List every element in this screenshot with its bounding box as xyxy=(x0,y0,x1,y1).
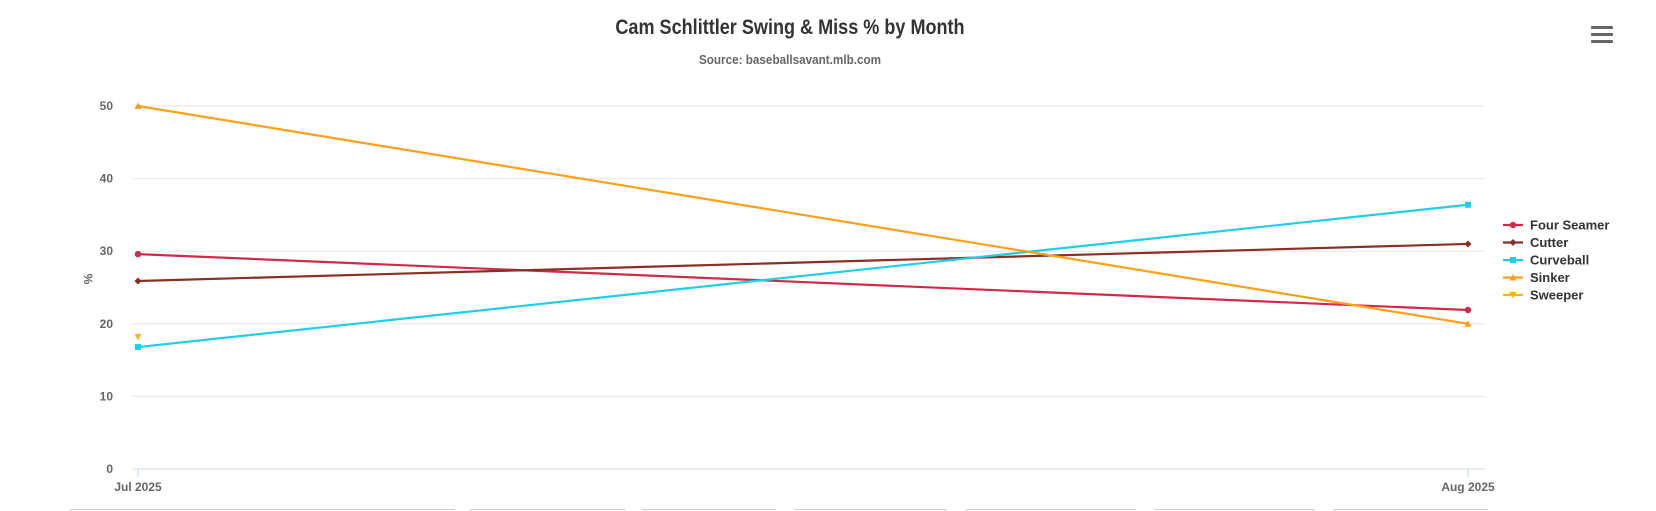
legend-label: Sweeper xyxy=(1530,288,1583,303)
scroll-bars xyxy=(0,509,1656,511)
y-tick-label: 50 xyxy=(100,99,114,113)
legend-marker xyxy=(1509,292,1517,299)
menu-bar xyxy=(1591,26,1613,29)
legend-label: Sinker xyxy=(1530,270,1570,285)
legend-label: Four Seamer xyxy=(1530,218,1609,233)
legend-marker xyxy=(1509,274,1517,281)
data-point xyxy=(134,102,142,109)
data-point xyxy=(1465,201,1471,208)
legend-label: Cutter xyxy=(1530,235,1568,250)
y-axis-label: % xyxy=(81,274,95,285)
x-tick-label: Aug 2025 xyxy=(1441,480,1495,494)
data-point xyxy=(134,277,142,285)
series-line xyxy=(136,203,1470,349)
legend-marker xyxy=(1510,257,1516,263)
data-point xyxy=(1464,306,1472,314)
data-point xyxy=(135,344,141,351)
legend-label: Curveball xyxy=(1530,253,1589,268)
legend-marker xyxy=(1509,221,1517,229)
series-line xyxy=(136,253,1470,312)
y-tick-label: 10 xyxy=(100,389,114,403)
series-line xyxy=(136,104,1470,325)
data-point xyxy=(134,333,142,341)
line-chart: 0 10 20 30 40 50 Jul 2025 Aug 2025% Four Seamer C… xyxy=(81,99,1609,494)
y-tick-label: 40 xyxy=(100,172,114,186)
hamburger-menu-icon[interactable] xyxy=(1591,26,1613,46)
data-point xyxy=(1464,240,1472,248)
data-point xyxy=(1464,320,1472,327)
y-tick-label: 0 xyxy=(106,462,113,476)
data-point xyxy=(134,250,142,258)
y-tick-label: 30 xyxy=(100,244,114,258)
menu-bar xyxy=(1591,33,1613,36)
series-line xyxy=(136,242,1470,283)
y-tick-label: 20 xyxy=(100,317,114,331)
chart-title: Cam Schlittler Swing & Miss % by Month xyxy=(615,16,965,39)
x-tick-label: Jul 2025 xyxy=(114,480,162,494)
menu-bar xyxy=(1591,40,1613,43)
legend-marker xyxy=(1509,239,1517,246)
chart-subtitle: Source: baseballsavant.mlb.com xyxy=(698,52,882,67)
